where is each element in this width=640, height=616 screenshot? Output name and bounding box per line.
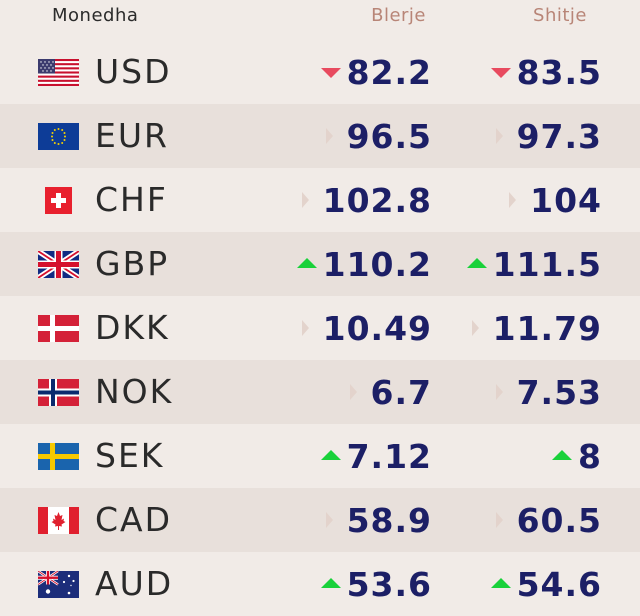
sell-cell: 60.5 <box>495 498 602 542</box>
us-flag-icon <box>38 59 79 86</box>
ca-flag-icon <box>38 507 79 534</box>
trend-same-icon <box>495 128 503 144</box>
buy-cell: 96.5 <box>325 114 432 158</box>
trend-same-icon <box>349 384 357 400</box>
rate-row-sek: SEK 7.12 8 <box>0 424 640 488</box>
buy-cell: 53.6 <box>320 562 432 606</box>
sell-cell: 104 <box>509 178 602 222</box>
trend-up-icon <box>320 450 341 460</box>
currency-code: AUD <box>95 564 174 603</box>
no-flag-icon <box>38 379 79 406</box>
rate-row-usd: USD 82.2 83.5 <box>0 40 640 104</box>
buy-column-header: Blerje <box>371 5 426 26</box>
se-flag-icon <box>38 443 79 470</box>
sell-rate: 60.5 <box>516 500 602 540</box>
trend-same-icon <box>495 384 503 400</box>
trend-down-icon <box>320 68 341 78</box>
trend-up-icon <box>490 578 511 588</box>
rate-row-eur: EUR 96.5 97.3 <box>0 104 640 168</box>
gb-flag-icon <box>36 248 81 281</box>
currency-code: EUR <box>95 116 169 155</box>
rate-row-aud: AUD 53.6 54.6 <box>0 552 640 616</box>
trend-same-icon <box>325 512 333 528</box>
trend-same-icon <box>471 320 479 336</box>
trend-same-icon <box>325 128 333 144</box>
buy-cell: 82.2 <box>320 50 432 94</box>
buy-cell: 10.49 <box>301 306 432 350</box>
rate-row-cad: CAD 58.9 60.5 <box>0 488 640 552</box>
ch-flag-icon <box>38 187 79 214</box>
sell-rate: 97.3 <box>516 116 602 156</box>
eu-flag-icon <box>38 123 79 150</box>
rate-row-chf: CHF 102.8 104 <box>0 168 640 232</box>
buy-rate: 7.12 <box>346 436 432 476</box>
sell-rate: 104 <box>530 180 602 220</box>
currency-code: GBP <box>95 244 170 283</box>
currency-column-header: Monedha <box>52 5 139 26</box>
sell-cell: 11.79 <box>471 306 602 350</box>
dk-flag-icon <box>38 315 79 342</box>
buy-rate: 96.5 <box>346 116 432 156</box>
trend-same-icon <box>301 192 309 208</box>
sell-rate: 83.5 <box>516 52 602 92</box>
trend-up-icon <box>296 258 317 268</box>
sell-rate: 54.6 <box>516 564 602 604</box>
buy-rate: 10.49 <box>322 308 432 348</box>
sell-column-header: Shitje <box>533 5 587 26</box>
rate-row-nok: NOK 6.7 7.53 <box>0 360 640 424</box>
currency-code: NOK <box>95 372 174 411</box>
buy-rate: 53.6 <box>346 564 432 604</box>
sell-cell: 54.6 <box>490 562 602 606</box>
sell-cell: 83.5 <box>490 50 602 94</box>
trend-same-icon <box>495 512 503 528</box>
rate-row-dkk: DKK 10.49 11.79 <box>0 296 640 360</box>
buy-rate: 82.2 <box>346 52 432 92</box>
sell-rate: 11.79 <box>492 308 602 348</box>
table-header: Monedha Blerje Shitje <box>0 0 640 40</box>
trend-down-icon <box>490 68 511 78</box>
buy-cell: 6.7 <box>349 370 432 414</box>
buy-cell: 102.8 <box>301 178 432 222</box>
buy-rate: 6.7 <box>370 372 432 412</box>
buy-cell: 110.2 <box>296 242 432 286</box>
currency-code: CAD <box>95 500 173 539</box>
buy-rate: 102.8 <box>322 180 432 220</box>
sell-cell: 111.5 <box>466 242 602 286</box>
trend-up-icon <box>320 578 341 588</box>
trend-up-icon <box>466 258 487 268</box>
currency-code: DKK <box>95 308 170 347</box>
buy-rate: 110.2 <box>322 244 432 284</box>
currency-code: USD <box>95 52 172 91</box>
sell-cell: 97.3 <box>495 114 602 158</box>
au-flag-icon <box>37 569 79 598</box>
buy-rate: 58.9 <box>346 500 432 540</box>
currency-code: CHF <box>95 180 168 219</box>
trend-same-icon <box>509 192 517 208</box>
buy-cell: 7.12 <box>320 434 432 478</box>
buy-cell: 58.9 <box>325 498 432 542</box>
sell-cell: 8 <box>552 434 602 478</box>
trend-up-icon <box>552 450 573 460</box>
rate-row-gbp: GBP 110.2 111.5 <box>0 232 640 296</box>
sell-rate: 8 <box>578 436 602 476</box>
trend-same-icon <box>301 320 309 336</box>
sell-rate: 7.53 <box>516 372 602 412</box>
sell-rate: 111.5 <box>492 244 602 284</box>
rate-list: USD 82.2 83.5 EUR 96.5 97.3 CHF 102.8 104 GBP 110.… <box>0 40 640 616</box>
sell-cell: 7.53 <box>495 370 602 414</box>
currency-code: SEK <box>95 436 165 475</box>
